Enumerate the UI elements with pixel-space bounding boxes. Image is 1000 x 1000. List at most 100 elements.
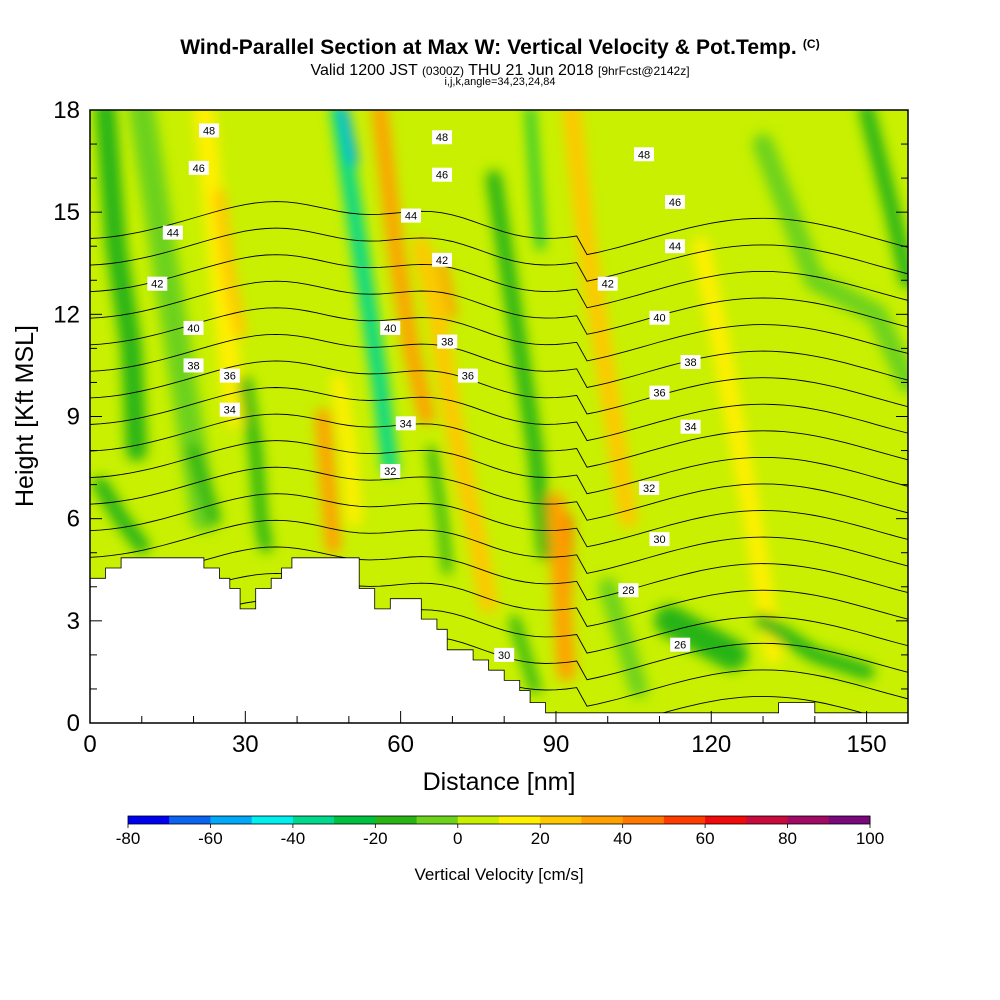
velocity-streak-17 bbox=[562, 110, 638, 528]
theta-contour-47 bbox=[90, 227, 908, 282]
theta-contour-35 bbox=[90, 546, 908, 601]
theta-label-text-4: 40 bbox=[187, 323, 199, 335]
velocity-streak-3 bbox=[212, 188, 247, 338]
vertical-velocity-field bbox=[92, 110, 908, 698]
theta-label-text-3: 42 bbox=[151, 279, 163, 291]
colorbar-frame bbox=[127, 815, 871, 825]
theta-contour-37 bbox=[90, 493, 908, 548]
velocity-streak-23 bbox=[691, 237, 783, 664]
y-tick-label-12: 12 bbox=[53, 301, 80, 328]
colorbar-label--20: -20 bbox=[363, 829, 388, 848]
theta-label-10: 44 bbox=[400, 208, 421, 223]
velocity-streak-11 bbox=[372, 110, 435, 425]
x-axis: 0 30 60 90 120 150 bbox=[83, 711, 887, 758]
colorbar-swatch-7 bbox=[416, 816, 459, 824]
theta-label-11: 42 bbox=[432, 252, 453, 267]
theta-label-text-19: 44 bbox=[669, 241, 681, 253]
colorbar-swatch-6 bbox=[375, 816, 417, 824]
theta-label-14: 36 bbox=[457, 368, 478, 383]
velocity-streak-5 bbox=[187, 444, 221, 526]
x-axis-label: Distance [nm] bbox=[423, 768, 576, 796]
theta-label-text-16: 32 bbox=[384, 466, 396, 478]
colorbar-swatch-10 bbox=[540, 816, 582, 824]
colorbar-swatch-5 bbox=[334, 816, 376, 824]
colorbar-swatch-14 bbox=[705, 816, 747, 824]
theta-label-21: 40 bbox=[649, 310, 670, 325]
theta-contour-36 bbox=[90, 519, 908, 574]
valid-utc: (0300Z) bbox=[421, 64, 464, 78]
theta-label-19: 44 bbox=[665, 239, 686, 254]
theta-contour-43 bbox=[90, 333, 908, 389]
theta-label-23: 36 bbox=[649, 385, 670, 400]
theta-label-8: 48 bbox=[432, 130, 453, 145]
colorbar-swatch-9 bbox=[499, 816, 541, 824]
theta-label-text-20: 42 bbox=[602, 279, 614, 291]
theta-label-text-7: 34 bbox=[224, 405, 236, 417]
velocity-streak-2 bbox=[193, 110, 246, 427]
colorbar: -80 -60 -40 -20 0 20 40 60 80 100 bbox=[116, 815, 884, 848]
velocity-streak-20 bbox=[509, 615, 541, 695]
velocity-streak-24 bbox=[752, 133, 908, 393]
theta-label-0: 48 bbox=[199, 123, 220, 138]
theta-label-text-13: 38 bbox=[441, 337, 453, 349]
theta-label-24: 34 bbox=[680, 419, 701, 434]
colorbar-label-80: 80 bbox=[778, 829, 797, 848]
theta-contour-48 bbox=[90, 201, 908, 256]
velocity-streak-7 bbox=[330, 374, 362, 527]
colorbar-swatch-12 bbox=[622, 816, 665, 824]
colorbar-label-100: 100 bbox=[856, 829, 884, 848]
y-tick-label-0: 0 bbox=[67, 710, 80, 737]
theta-label-text-12: 40 bbox=[384, 323, 396, 335]
velocity-streak-25 bbox=[858, 110, 908, 289]
colorbar-swatch-17 bbox=[828, 816, 871, 824]
y-tick-label-18: 18 bbox=[53, 97, 80, 124]
valid-date: THU 21 Jun 2018 bbox=[468, 62, 594, 79]
theta-contour-46 bbox=[90, 254, 908, 309]
colorbar-label-40: 40 bbox=[613, 829, 632, 848]
theta-label-25: 32 bbox=[639, 481, 660, 496]
velocity-streak-19 bbox=[546, 492, 576, 681]
colorbar-label--40: -40 bbox=[281, 829, 306, 848]
colorbar-swatch-13 bbox=[663, 816, 706, 824]
chart-title-main: Wind-Parallel Section at Max W: Vertical… bbox=[180, 36, 797, 59]
theta-label-text-17: 48 bbox=[638, 149, 650, 161]
theta-label-1: 46 bbox=[188, 160, 209, 175]
x-tick-label-30: 30 bbox=[232, 731, 259, 758]
theta-label-text-8: 48 bbox=[436, 132, 448, 144]
colorbar-label-60: 60 bbox=[696, 829, 715, 848]
theta-label-2: 44 bbox=[162, 225, 183, 240]
x-tick-label-90: 90 bbox=[543, 731, 570, 758]
theta-contour-44 bbox=[90, 307, 908, 362]
valid-time: Valid 1200 JST bbox=[310, 62, 418, 79]
colorbar-swatch-8 bbox=[457, 816, 500, 824]
x-tick-label-120: 120 bbox=[691, 731, 731, 758]
theta-label-text-9: 46 bbox=[436, 170, 448, 182]
theta-label-3: 42 bbox=[147, 276, 168, 291]
theta-label-27: 28 bbox=[618, 583, 639, 598]
velocity-streak-22 bbox=[654, 605, 748, 671]
theta-label-text-27: 28 bbox=[622, 585, 634, 597]
velocity-streak-6 bbox=[315, 408, 342, 554]
theta-label-13: 38 bbox=[437, 334, 458, 349]
velocity-streak-27 bbox=[92, 476, 150, 554]
theta-label-text-1: 46 bbox=[193, 163, 205, 175]
theta-label-5: 38 bbox=[183, 358, 204, 373]
velocity-streak-13 bbox=[437, 258, 458, 319]
theta-label-text-25: 32 bbox=[643, 483, 655, 495]
colorbar-swatch-15 bbox=[746, 816, 788, 824]
theta-label-26: 30 bbox=[649, 532, 670, 547]
theta-contour-45 bbox=[90, 280, 908, 335]
y-tick-label-3: 3 bbox=[67, 608, 80, 635]
theta-contour-38 bbox=[90, 466, 908, 521]
theta-label-29: 30 bbox=[494, 647, 515, 662]
forecast-info: [9hrFcst@2142z] bbox=[597, 64, 690, 78]
theta-contour-41 bbox=[90, 387, 908, 442]
theta-label-15: 34 bbox=[395, 416, 416, 431]
x-tick-label-60: 60 bbox=[387, 731, 414, 758]
theta-label-text-26: 30 bbox=[653, 534, 665, 546]
theta-label-28: 26 bbox=[670, 637, 691, 652]
colorbar-swatch-16 bbox=[787, 816, 830, 824]
colorbar-title: Vertical Velocity [cm/s] bbox=[414, 865, 583, 884]
